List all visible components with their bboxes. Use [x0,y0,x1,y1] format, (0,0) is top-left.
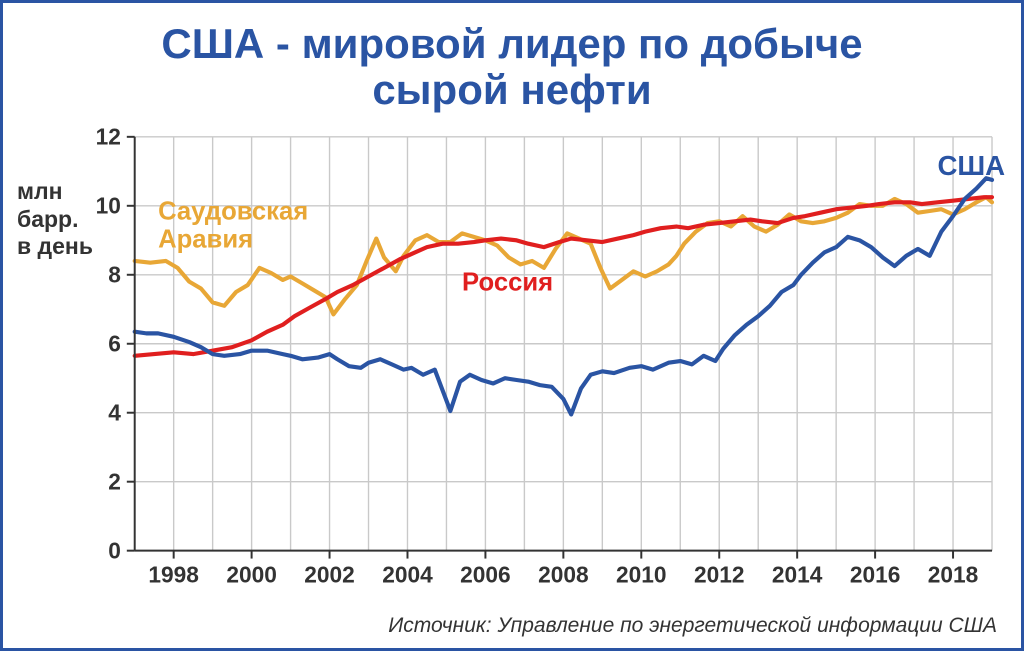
series-label-Россия: Россия [462,268,553,296]
series-label-США: США [937,150,1005,181]
xtick-label: 2010 [616,561,667,587]
xtick-label: 2008 [538,561,589,587]
chart-frame: США - мировой лидер по добыче сырой нефт… [0,0,1024,651]
xtick-label: 2004 [382,561,433,587]
ytick-label: 2 [108,469,121,495]
xtick-label: 2016 [850,561,901,587]
ytick-label: 10 [96,193,121,219]
series-label-Саудовская Аравия-l1: Саудовская [158,198,308,226]
title-line2: сырой нефти [372,66,651,113]
xtick-label: 2012 [694,561,745,587]
xtick-label: 1998 [148,561,199,587]
xtick-label: 2006 [460,561,511,587]
plot-area: 0 2 4 6 8 10 12 1998 2000 2002 2004 2006 2008 2010 201… [3,123,1021,604]
source-text: Источник: Управление по энергетической и… [388,614,997,638]
ytick-label: 0 [108,538,121,564]
xtick-label: 2000 [226,561,277,587]
xtick-label: 2002 [304,561,355,587]
title-line1: США - мировой лидер по добыче [161,20,862,67]
series-label-Саудовская Аравия-l2: Аравия [158,225,253,253]
plot-svg: 0 2 4 6 8 10 12 1998 2000 2002 2004 2006 2008 2010 201… [3,123,1021,604]
ytick-label: 4 [108,400,121,426]
chart-title: США - мировой лидер по добыче сырой нефт… [23,21,1001,113]
ytick-label: 12 [96,124,121,150]
ytick-label: 8 [108,262,121,288]
ytick-label: 6 [108,331,121,357]
xtick-label: 2014 [772,561,823,587]
xtick-label: 2018 [928,561,979,587]
